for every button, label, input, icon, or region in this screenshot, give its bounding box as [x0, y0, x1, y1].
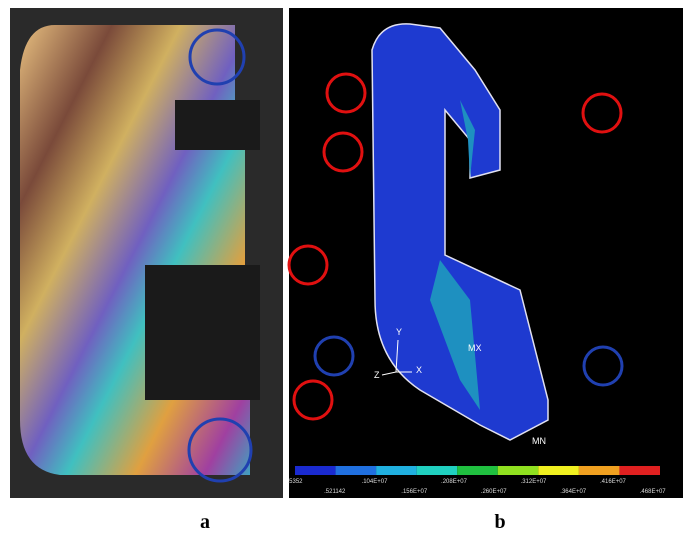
legend-label: .364E+07	[560, 489, 587, 495]
color-bar-segment	[498, 466, 539, 475]
color-bar-segment	[579, 466, 620, 475]
photoelastic-specimen	[20, 25, 250, 475]
legend-label: .260E+07	[481, 489, 508, 495]
legend-label: .5352	[287, 479, 303, 485]
max-marker: MX	[468, 343, 482, 353]
color-bar-segment	[457, 466, 498, 475]
color-bar-segment	[336, 466, 377, 475]
legend-label: .468E+07	[640, 489, 667, 495]
legend-label: .156E+07	[401, 489, 428, 495]
legend-label: .208E+07	[441, 479, 468, 485]
panel-caption: a	[200, 511, 210, 533]
axis-label: X	[416, 365, 422, 375]
panel-b: Y X Z MX MN .5352 .521142 .104E+07 .156E+07…	[287, 8, 683, 498]
color-bar-segment	[417, 466, 458, 475]
legend-label: .521142	[324, 489, 346, 495]
axis-label: Z	[374, 370, 380, 380]
color-bar-segment	[538, 466, 579, 475]
color-bar-segment	[376, 466, 417, 475]
panel-caption: b	[494, 511, 505, 533]
figure: Y X Z MX MN .5352 .521142 .104E+07 .156E+07…	[0, 0, 689, 534]
color-bar-segment	[295, 466, 336, 475]
axis-label: Y	[396, 327, 402, 337]
legend-label: .312E+07	[521, 479, 548, 485]
legend-label: .104E+07	[362, 479, 389, 485]
panel-a	[10, 8, 283, 498]
min-marker: MN	[532, 436, 546, 446]
legend-label: .416E+07	[600, 479, 627, 485]
color-bar-segment	[619, 466, 660, 475]
